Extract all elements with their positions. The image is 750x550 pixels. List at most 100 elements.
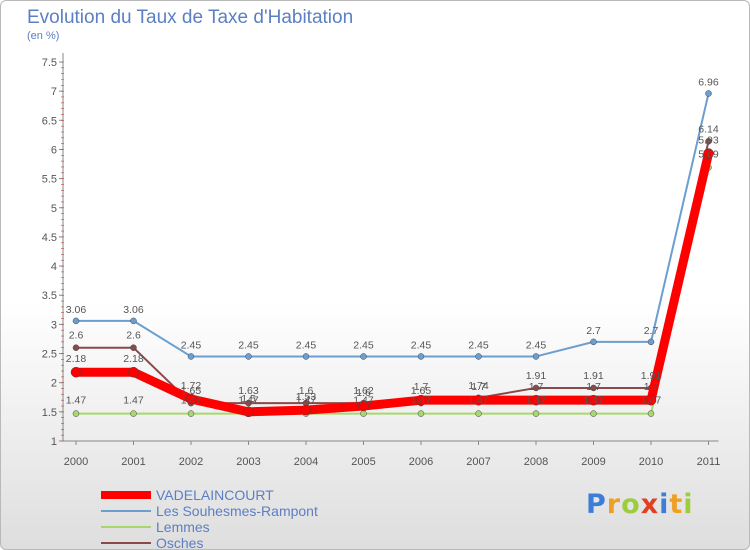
data-point <box>72 410 80 417</box>
data-label: 1.6 <box>299 385 314 397</box>
data-label: 1.47 <box>66 395 87 407</box>
data-label: 1.63 <box>238 385 259 397</box>
data-label: 1.47 <box>123 395 144 407</box>
legend-label: Les Souhesmes-Rampont <box>156 503 318 519</box>
data-point <box>647 338 655 346</box>
y-tick-label: 2 <box>51 378 57 390</box>
data-point <box>70 366 82 378</box>
data-point <box>475 410 482 417</box>
y-tick-label: 1 <box>51 436 57 448</box>
data-point <box>532 410 540 417</box>
x-tick-label: 2003 <box>236 456 260 468</box>
x-tick-label: 2001 <box>121 456 145 468</box>
data-point <box>590 410 597 417</box>
x-tick-label: 2010 <box>639 456 663 468</box>
data-label: 3.06 <box>66 304 87 316</box>
data-point <box>417 410 425 417</box>
data-point <box>530 394 542 406</box>
x-tick-label: 2006 <box>409 456 433 468</box>
data-label: 2.45 <box>526 339 547 351</box>
series-line <box>75 140 710 405</box>
legend-label: VADELAINCOURT <box>156 487 274 503</box>
data-label: 1.53 <box>296 391 317 403</box>
data-point <box>360 353 367 360</box>
data-point <box>360 410 367 417</box>
data-point <box>588 394 599 406</box>
data-point <box>532 384 540 392</box>
data-label: 1.7 <box>414 381 429 393</box>
data-label: 1.91 <box>583 370 604 382</box>
y-tick-label: 6.5 <box>42 115 57 127</box>
legend-label: Lemmes <box>156 519 210 535</box>
data-point <box>473 394 484 406</box>
y-tick-label: 5.5 <box>42 174 57 186</box>
data-point <box>243 406 254 418</box>
data-label: 1.47 <box>641 395 662 407</box>
data-point <box>415 394 427 406</box>
data-label: 2.45 <box>353 339 374 351</box>
data-label: 5.93 <box>698 135 719 147</box>
data-point <box>130 344 137 351</box>
x-tick-label: 2000 <box>64 456 88 468</box>
data-point <box>72 317 80 325</box>
proxiti-logo: Proxiti <box>586 489 694 520</box>
data-point <box>647 410 655 417</box>
data-point <box>245 353 252 360</box>
y-tick-label: 1.5 <box>42 407 57 419</box>
data-label: 2.18 <box>123 353 144 365</box>
data-label: 2.7 <box>644 325 659 337</box>
data-label: 6.96 <box>698 76 719 88</box>
y-tick-label: 3 <box>51 319 57 331</box>
data-point <box>130 410 137 417</box>
data-label: 1.5 <box>241 393 256 405</box>
data-label: 6.14 <box>698 123 719 135</box>
data-point <box>358 400 369 412</box>
series-line <box>75 92 710 358</box>
x-tick-label: 2007 <box>466 456 490 468</box>
data-point <box>475 353 482 360</box>
data-label: 1.74 <box>468 380 489 392</box>
data-label: 1.7 <box>471 381 486 393</box>
y-tick-label: 7 <box>51 86 57 98</box>
data-point <box>72 344 80 351</box>
legend-label: Osches <box>156 535 204 550</box>
x-tick-label: 2009 <box>581 456 605 468</box>
data-point <box>532 353 540 360</box>
data-point <box>302 353 310 360</box>
data-label: 1.65 <box>411 385 432 397</box>
data-point <box>128 366 139 378</box>
data-label: 1.7 <box>586 381 601 393</box>
data-label: 1.91 <box>641 370 662 382</box>
chart-title: Evolution du Taux de Taxe d'Habitation <box>27 7 354 28</box>
data-label: 3.06 <box>123 304 144 316</box>
y-tick-label: 5 <box>51 203 57 215</box>
y-tick-label: 6 <box>51 144 57 156</box>
data-label: 1.62 <box>353 385 374 397</box>
data-label: 1.47 <box>181 395 202 407</box>
data-label: 1.47 <box>468 395 489 407</box>
series-line <box>71 149 713 417</box>
data-point <box>705 138 712 145</box>
data-label: 2.45 <box>411 339 432 351</box>
y-tick-label: 3.5 <box>42 290 57 302</box>
data-point <box>187 410 195 417</box>
legend-swatch <box>101 491 151 499</box>
data-label: 1.47 <box>411 395 432 407</box>
x-tick-label: 2011 <box>697 456 721 468</box>
data-point <box>417 353 425 360</box>
series-line <box>75 166 710 415</box>
y-axis-unit: (en %) <box>27 30 60 42</box>
data-point <box>187 353 195 360</box>
data-label: 1.6 <box>356 387 371 399</box>
data-label: 1.72 <box>181 380 202 392</box>
data-label: 1.47 <box>238 395 259 407</box>
data-point <box>590 338 597 346</box>
data-label: 2.45 <box>181 339 202 351</box>
data-label: 1.91 <box>526 370 547 382</box>
data-point <box>185 393 197 405</box>
data-label: 1.7 <box>644 381 659 393</box>
data-label: 2.7 <box>586 325 601 337</box>
data-label: 2.45 <box>468 339 489 351</box>
